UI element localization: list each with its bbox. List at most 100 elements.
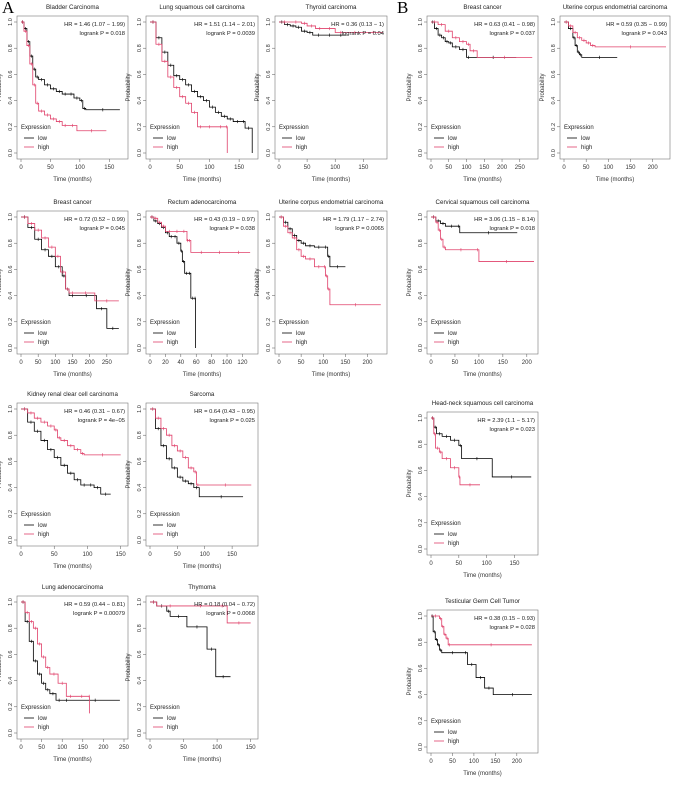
y-tick-label: 0.8 [137, 624, 143, 632]
y-tick-label: 1.0 [418, 213, 424, 221]
plot-title: Sarcoma [190, 391, 215, 398]
y-tick-label: 0.8 [8, 44, 14, 52]
logrank-p-label: logrank P = 0.038 [210, 226, 256, 232]
y-tick-label: 0.6 [137, 266, 143, 274]
hazard-ratio-label: HR = 2.39 (1.1 − 5.17) [477, 418, 535, 424]
censor-marks-low [431, 614, 513, 697]
x-tick-label: 20 [162, 360, 169, 366]
plot-title: Rectum adenocarcinoma [168, 199, 237, 206]
legend-title: Expression [279, 320, 309, 326]
censor-marks-high [24, 215, 108, 303]
y-tick-label: 0.2 [418, 318, 424, 326]
legend-label-high: high [167, 725, 178, 731]
legend-label-high: high [448, 145, 459, 151]
x-axis-label: Time (months) [463, 573, 501, 579]
legend-label-low: low [38, 716, 48, 722]
y-tick-label: 0.8 [8, 624, 14, 632]
km-curve-low [431, 21, 517, 58]
y-tick-label: 0.2 [8, 703, 14, 711]
km-curve-high [21, 601, 90, 714]
x-tick-label: 150 [626, 165, 637, 171]
legend-label-low: low [296, 136, 306, 142]
legend-label-high: high [296, 145, 307, 151]
km-curve-high [150, 408, 252, 486]
x-tick-label: 40 [177, 360, 184, 366]
x-tick-label: 150 [498, 360, 509, 366]
legend: Expression low high [21, 705, 51, 731]
y-axis: 0.0 0.2 0.4 0.6 0.8 1.0 [418, 414, 427, 553]
legend: Expression low high [21, 512, 51, 538]
x-axis: 0 50 100 150 [148, 739, 256, 751]
y-tick-label: 0.2 [266, 123, 272, 131]
x-axis: 0 50 100 150 200 250 [19, 739, 130, 751]
x-axis: 0 50 100 150 [429, 555, 520, 567]
y-tick-label: 0.6 [418, 266, 424, 274]
km-plot-thyroid: Thyroid carcinoma 0.0 0.2 0.4 0.6 0.8 1.0 Proba… [255, 4, 388, 183]
y-tick-label: 0.8 [8, 431, 14, 439]
plot-frame [145, 210, 259, 355]
y-tick-label: 0.4 [137, 97, 143, 105]
y-tick-label: 0.8 [137, 431, 143, 439]
plot-frame [16, 595, 129, 740]
y-tick-label: 0.8 [418, 440, 424, 448]
y-axis-label: Probability [255, 73, 261, 101]
logrank-p-label: logrank P = 0.028 [490, 625, 536, 631]
legend-label-high: high [167, 145, 178, 151]
km-curve-high [431, 615, 532, 646]
x-tick-label: 200 [497, 165, 508, 171]
legend-label-high: high [448, 541, 459, 547]
x-tick-label: 150 [234, 165, 245, 171]
x-tick-label: 50 [47, 165, 54, 171]
x-axis: 0 50 100 150 200 [429, 354, 532, 366]
y-tick-label: 0.4 [551, 97, 557, 105]
y-tick-label: 0.6 [8, 458, 14, 466]
y-tick-label: 0.2 [418, 717, 424, 725]
x-axis-label: Time (months) [596, 177, 634, 183]
y-tick-label: 1.0 [418, 612, 424, 620]
y-tick-label: 0.8 [266, 239, 272, 247]
y-axis: 0.0 0.2 0.4 0.6 0.8 1.0 [137, 598, 146, 737]
plot-title: Lung adenocarcinoma [42, 584, 104, 591]
y-tick-label: 0.2 [8, 510, 14, 518]
y-axis-label: Probability [0, 73, 3, 101]
y-tick-label: 1.0 [137, 213, 143, 221]
x-tick-label: 100 [482, 561, 493, 567]
x-tick-label: 0 [19, 745, 23, 751]
km-plot-breast-B: Breast cancer 0.0 0.2 0.4 0.6 0.8 1.0 Probabili… [407, 4, 539, 183]
y-tick-label: 0.2 [551, 123, 557, 131]
y-tick-label: 0.2 [137, 510, 143, 518]
km-curve-high [21, 216, 119, 302]
x-tick-label: 200 [98, 745, 109, 751]
y-tick-label: 1.0 [266, 213, 272, 221]
y-tick-label: 0.6 [137, 71, 143, 79]
censor-marks-high [434, 614, 492, 647]
y-tick-label: 0.6 [418, 71, 424, 79]
legend: Expression low high [150, 512, 180, 538]
x-tick-label: 0 [148, 165, 152, 171]
y-tick-label: 0.0 [418, 743, 424, 751]
km-plot-lung-adeno: Lung adenocarcinoma 0.0 0.2 0.4 0.6 0.8 1.0 Pro… [0, 584, 130, 763]
x-axis-label: Time (months) [463, 177, 501, 183]
hazard-ratio-label: HR = 3.06 (1.15 − 8.14) [474, 217, 535, 223]
panel-label-a: A [2, 0, 15, 17]
km-curve-high [279, 21, 383, 33]
y-axis-label: Probability [126, 73, 132, 101]
x-axis-label: Time (months) [183, 372, 221, 378]
x-axis-label: Time (months) [183, 564, 221, 570]
legend-title: Expression [21, 512, 51, 518]
y-tick-label: 0.8 [418, 638, 424, 646]
y-tick-label: 0.6 [137, 651, 143, 659]
hazard-ratio-label: HR = 0.63 (0.41 − 0.98) [474, 22, 535, 28]
x-tick-label: 50 [452, 360, 459, 366]
legend-title: Expression [564, 125, 594, 131]
legend-label-low: low [448, 532, 458, 538]
km-plot-bladder: Bladder Carcinoma 0.0 0.2 0.4 0.6 0.8 1.0 Proba… [0, 4, 129, 183]
km-plot-thymoma: Thymoma 0.0 0.2 0.4 0.6 0.8 1.0 Probability 0 50 1… [126, 584, 259, 763]
legend-title: Expression [150, 125, 180, 131]
legend: Expression low high [431, 320, 461, 346]
x-tick-label: 200 [522, 360, 533, 366]
x-tick-label: 150 [227, 552, 238, 558]
x-tick-label: 0 [148, 745, 152, 751]
x-tick-label: 100 [330, 165, 341, 171]
censor-marks-low [151, 215, 196, 300]
